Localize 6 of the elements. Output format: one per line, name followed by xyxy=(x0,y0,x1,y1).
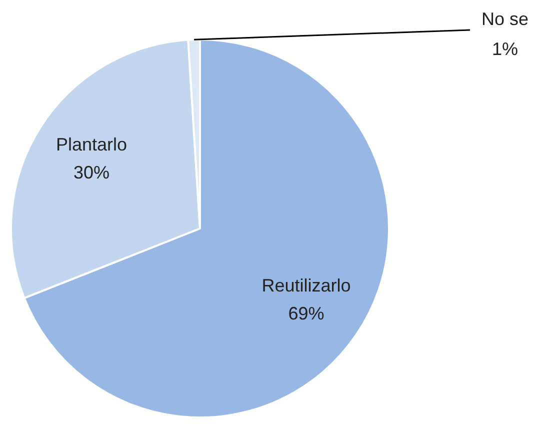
data-label: 69% xyxy=(288,304,324,324)
data-label: 30% xyxy=(73,162,110,183)
slice-label: Plantarlo xyxy=(56,134,128,155)
data-label: 1% xyxy=(492,38,518,59)
slice-label: Reutilizarlo xyxy=(262,276,351,296)
slice-label: No se xyxy=(481,8,529,29)
